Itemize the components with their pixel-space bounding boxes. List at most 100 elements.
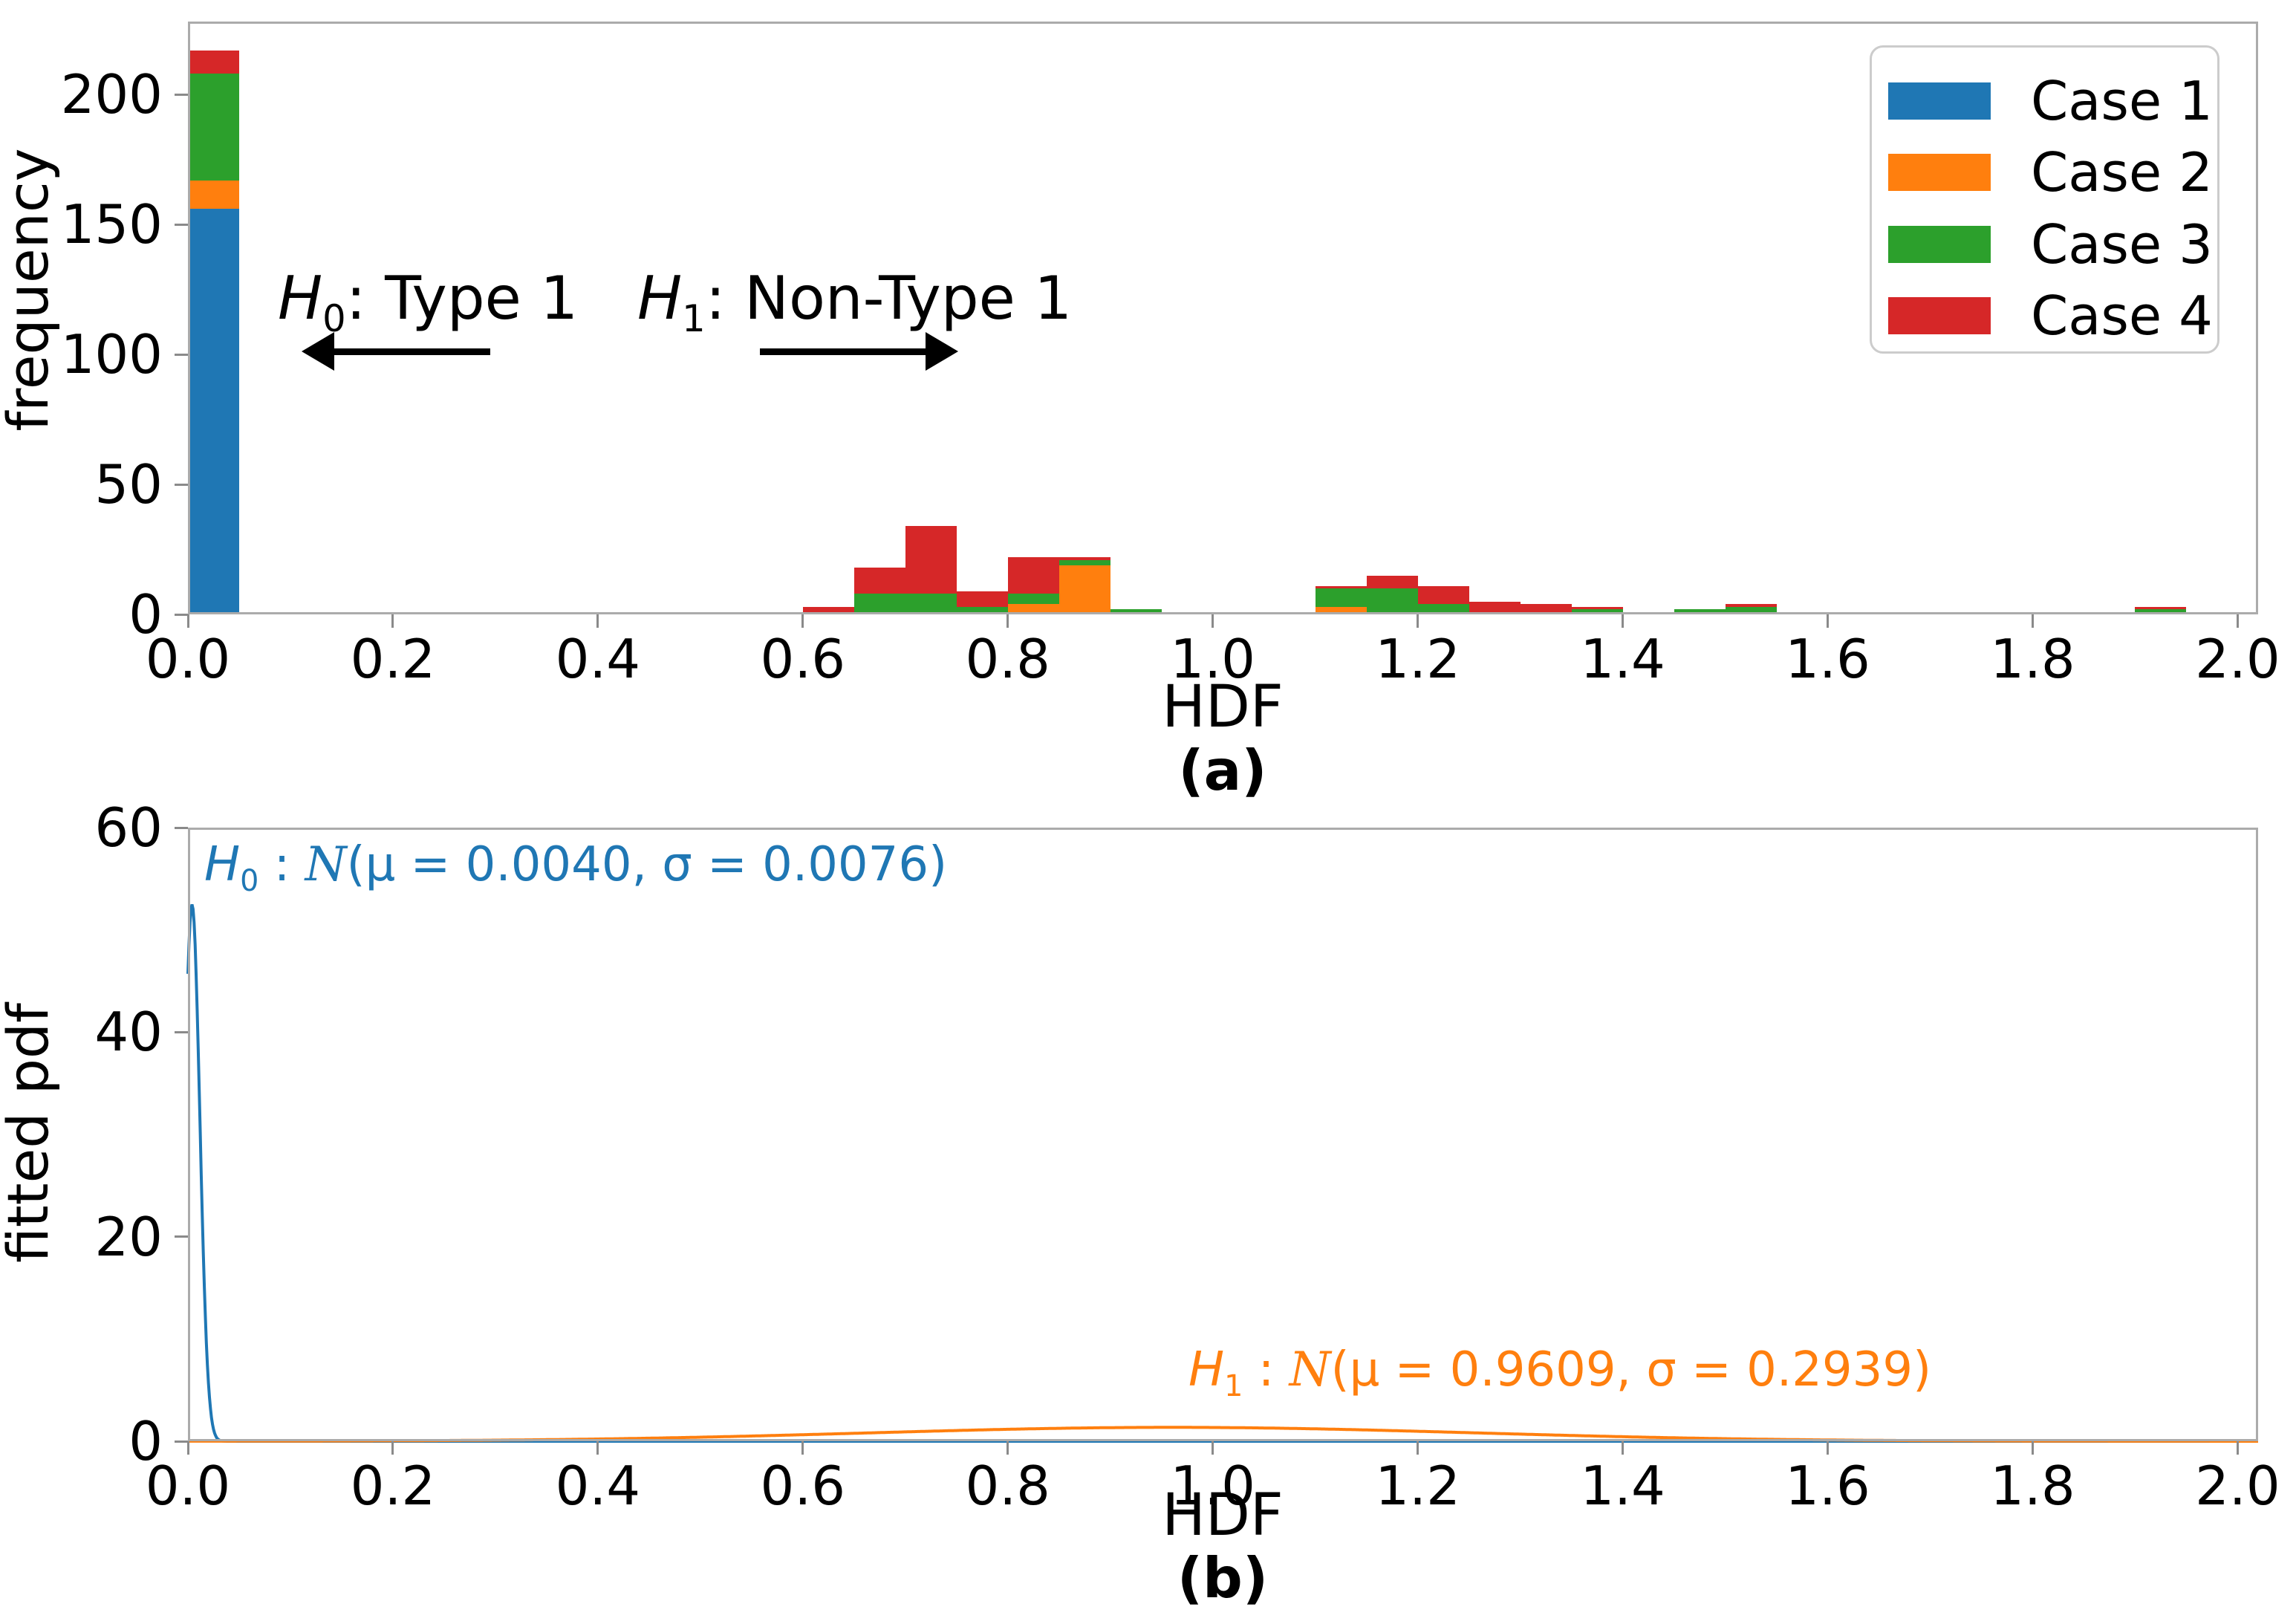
histogram-bar-segment	[853, 594, 905, 614]
x-tick-a	[596, 614, 599, 628]
histogram-bar-segment	[1315, 606, 1367, 614]
histogram-bar-segment	[853, 568, 905, 594]
histogram-bar-segment	[1674, 609, 1726, 614]
x-axis-label-hdf-bottom: HDF	[1162, 1482, 1284, 1549]
pdf-label-h1: H1 : N(μ = 0.9609, σ = 0.2939)	[1188, 1342, 1931, 1414]
histogram-bar-segment	[1058, 559, 1110, 565]
pdf-h0-symbol: H	[204, 837, 241, 892]
y-tick-a	[175, 93, 188, 96]
x-tick-label-b: 0.8	[965, 1455, 1050, 1517]
x-tick-b	[2031, 1441, 2034, 1455]
x-tick-a	[391, 614, 394, 628]
right-arrow-shaft	[760, 348, 926, 355]
histogram-bar-segment	[188, 74, 239, 181]
legend-swatch-case2	[1888, 154, 1991, 192]
pdf-h1-normal-symbol: N	[1289, 1342, 1331, 1397]
y-tick-label-a: 200	[60, 63, 163, 126]
histogram-bar-segment	[238, 611, 290, 614]
histogram-bar-segment	[1058, 557, 1110, 560]
x-tick-a	[1212, 614, 1214, 628]
y-tick-a	[175, 613, 188, 616]
x-tick-label-b: 1.6	[1785, 1455, 1870, 1517]
histogram-bar-segment	[1571, 606, 1623, 609]
x-tick-label-a: 1.2	[1375, 628, 1460, 690]
x-tick-a	[186, 614, 189, 628]
histogram-bar-segment	[905, 594, 957, 614]
y-tick-label-a: 150	[60, 193, 163, 256]
x-tick-label-a: 1.0	[1170, 628, 1255, 690]
y-tick-label-b: 0	[129, 1410, 163, 1472]
x-tick-label-a: 0.6	[760, 628, 846, 690]
histogram-bar-segment	[2135, 609, 2187, 614]
x-tick-b	[1212, 1441, 1214, 1455]
x-tick-label-b: 1.2	[1375, 1455, 1460, 1517]
x-tick-a	[1827, 614, 1830, 628]
histogram-bar-segment	[1725, 604, 1777, 607]
histogram-bar-segment	[1571, 609, 1623, 614]
x-tick-b	[1827, 1441, 1830, 1455]
x-tick-label-a: 0.4	[555, 628, 641, 690]
histogram-bar-segment	[188, 209, 239, 614]
y-tick-a	[175, 223, 188, 226]
x-tick-b	[186, 1441, 189, 1455]
x-tick-label-b: 1.4	[1580, 1455, 1665, 1517]
x-tick-b	[1006, 1441, 1009, 1455]
histogram-bar-segment	[1879, 611, 1931, 614]
panel-tag-a: (a)	[1178, 738, 1267, 803]
left-arrow-head-icon	[302, 332, 334, 371]
x-tick-a	[2031, 614, 2034, 628]
annotation-h1-nontype1: H1: Non-Type 1	[637, 264, 1072, 353]
histogram-bar-segment	[1417, 585, 1469, 604]
x-tick-a	[2236, 614, 2239, 628]
x-tick-b	[596, 1441, 599, 1455]
legend-swatch-case3	[1888, 225, 1991, 263]
y-tick-b	[175, 1440, 188, 1443]
pdf-h1-symbol: H	[1188, 1342, 1225, 1397]
annotation-h1-subscript: 1	[682, 297, 706, 340]
histogram-bar-segment	[188, 180, 239, 209]
x-tick-b	[1622, 1441, 1625, 1455]
histogram-bar-segment	[1520, 604, 1572, 612]
panel-tag-b: (b)	[1177, 1545, 1269, 1611]
legend-item-case1: Case 1	[1888, 65, 2217, 137]
legend-label-case4: Case 4	[2031, 284, 2213, 347]
histogram-bar-segment	[1058, 565, 1110, 614]
x-tick-b	[801, 1441, 804, 1455]
x-tick-label-b: 0.0	[145, 1455, 231, 1517]
histogram-bar-segment	[1981, 611, 2033, 614]
histogram-bar-segment	[1110, 611, 1162, 614]
legend-item-case3: Case 3	[1888, 209, 2217, 280]
histogram-bar-segment	[1725, 606, 1777, 614]
y-tick-label-a: 0	[129, 583, 163, 646]
x-tick-label-b: 1.0	[1170, 1455, 1255, 1517]
histogram-bar-segment	[1110, 609, 1162, 612]
histogram-bar-segment	[956, 606, 1008, 614]
x-tick-a	[1417, 614, 1419, 628]
x-tick-a	[1622, 614, 1625, 628]
histogram-bar-segment	[905, 526, 957, 594]
y-tick-b	[175, 1235, 188, 1238]
right-arrow-head-icon	[926, 332, 958, 371]
histogram-bar-segment	[802, 606, 854, 614]
y-tick-a	[175, 353, 188, 356]
histogram-bar-segment	[956, 591, 1008, 607]
y-tick-b	[175, 1030, 188, 1033]
annotation-h1-symbol: H	[637, 264, 683, 333]
histogram-bar-segment	[1520, 611, 1572, 614]
legend-swatch-case1	[1888, 82, 1991, 120]
pdf-h0-params: (μ = 0.0040, σ = 0.0076)	[346, 837, 948, 892]
histogram-bar-segment	[1469, 601, 1521, 614]
left-arrow-shaft	[333, 348, 490, 355]
pdf-h0-normal-symbol: N	[305, 837, 347, 892]
annotation-h1-text: : Non-Type 1	[705, 264, 1073, 333]
x-tick-label-b: 0.6	[760, 1455, 846, 1517]
histogram-bar-segment	[1007, 604, 1059, 614]
x-tick-b	[391, 1441, 394, 1455]
annotation-h0-text: : Type 1	[345, 264, 579, 333]
pdf-h1-subscript: 1	[1224, 1368, 1243, 1403]
legend-label-case2: Case 2	[2031, 141, 2213, 204]
x-tick-a	[801, 614, 804, 628]
histogram-bar-segment	[2135, 606, 2187, 609]
pdf-h0-subscript: 0	[240, 863, 259, 898]
